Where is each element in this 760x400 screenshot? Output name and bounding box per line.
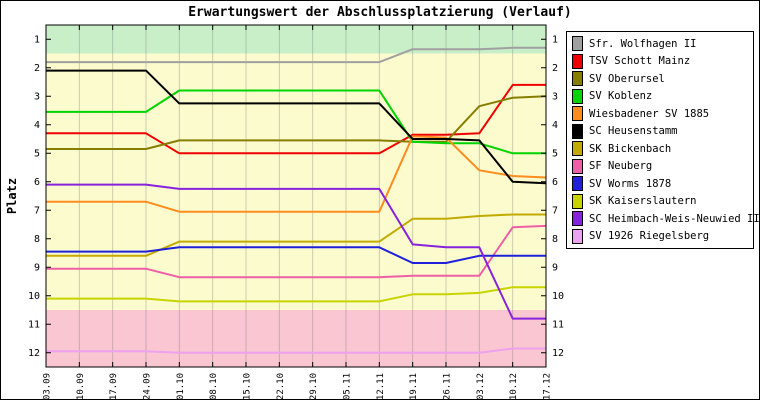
legend-item: SV Oberursel xyxy=(567,70,753,88)
x-tick-label: 03.12 xyxy=(476,373,486,400)
y-tick-label-right: 1 xyxy=(552,34,558,45)
x-tick-label: 17.09 xyxy=(109,373,119,400)
y-tick-label-left: 12 xyxy=(28,348,40,359)
legend-item: SC Heusenstamm xyxy=(567,123,753,141)
legend-color-swatch xyxy=(572,106,583,122)
x-tick-label: 05.11 xyxy=(343,373,353,400)
y-tick-label-right: 2 xyxy=(552,63,558,74)
legend-label: SV Worms 1878 xyxy=(589,177,672,190)
y-tick-label-left: 3 xyxy=(34,91,40,102)
y-tick-label-right: 5 xyxy=(552,148,558,159)
series-line xyxy=(46,286,546,303)
x-tick-label: 08.10 xyxy=(209,373,219,400)
chart-title: Erwartungswert der Abschlussplatzierung … xyxy=(188,5,572,20)
legend-item: SK Kaiserslautern xyxy=(567,193,753,211)
series-line xyxy=(46,224,547,279)
y-tick-label-left: 9 xyxy=(34,262,40,273)
y-tick-label-left: 1 xyxy=(34,34,40,45)
legend-color-swatch xyxy=(572,53,583,69)
x-tick-label: 22.10 xyxy=(276,373,286,400)
band-mid-zone xyxy=(46,53,546,310)
legend-item: SF Neuberg xyxy=(567,158,753,176)
legend-label: Wiesbadener SV 1885 xyxy=(589,107,710,120)
legend-item: SC Heimbach-Weis-Neuwied II xyxy=(567,210,759,228)
legend-color-swatch xyxy=(572,123,583,139)
x-tick-label: 24.09 xyxy=(143,373,153,400)
legend-label: Sfr. Wolfhagen II xyxy=(589,37,697,50)
y-tick-label-right: 9 xyxy=(552,262,558,273)
x-tick-label: 29.10 xyxy=(309,373,319,400)
legend: Sfr. Wolfhagen II TSV Schott Mainz SV Ober… xyxy=(566,31,759,249)
legend-label: SV Oberursel xyxy=(589,72,665,85)
y-axis-label: Platz xyxy=(5,177,19,215)
x-tick-label: 17.12 xyxy=(543,373,553,400)
y-tick-label-left: 7 xyxy=(34,205,40,216)
legend-item: SV Koblenz xyxy=(567,88,753,106)
y-tick-label-left: 10 xyxy=(28,291,40,302)
legend-color-swatch xyxy=(572,228,583,244)
legend-item: SV 1926 Riegelsberg xyxy=(567,228,753,246)
series-line xyxy=(46,89,546,155)
y-tick-label-left: 5 xyxy=(34,148,40,159)
series-line xyxy=(46,347,546,354)
x-tick-label: 15.10 xyxy=(243,373,253,400)
series-line xyxy=(46,246,546,264)
plot-border xyxy=(45,24,547,368)
y-tick-label-right: 10 xyxy=(552,291,564,302)
x-tick-label: 10.12 xyxy=(509,373,519,400)
series-line xyxy=(46,69,547,185)
legend-label: SV Koblenz xyxy=(589,90,653,103)
legend-item: Wiesbadener SV 1885 xyxy=(567,105,753,123)
legend-color-swatch xyxy=(572,88,583,104)
y-tick-label-right: 8 xyxy=(552,234,558,245)
legend-color-swatch xyxy=(572,193,583,209)
legend-label: SK Bickenbach xyxy=(589,142,672,155)
series-line xyxy=(46,46,546,64)
y-tick-label-right: 12 xyxy=(552,348,564,359)
x-tick-label: 26.11 xyxy=(443,373,453,400)
y-tick-label-right: 4 xyxy=(552,120,558,131)
y-tick-label-left: 6 xyxy=(34,177,40,188)
series-line xyxy=(46,183,546,320)
legend-color-swatch xyxy=(572,176,583,192)
y-tick-label-right: 6 xyxy=(552,177,558,188)
y-tick-label-right: 7 xyxy=(552,205,558,216)
y-tick-label-left: 11 xyxy=(28,319,40,330)
legend-item: SK Bickenbach xyxy=(567,140,753,158)
legend-color-swatch xyxy=(572,36,583,52)
legend-label: TSV Schott Mainz xyxy=(589,55,691,68)
legend-item: Sfr. Wolfhagen II xyxy=(567,35,753,53)
legend-color-swatch xyxy=(572,71,583,87)
legend-color-swatch xyxy=(572,158,583,174)
x-tick-label: 12.11 xyxy=(376,373,386,400)
series-line xyxy=(46,213,546,257)
legend-color-swatch xyxy=(572,141,583,157)
y-tick-label-left: 4 xyxy=(34,120,40,131)
band-bottom-zone xyxy=(46,310,546,367)
legend-label: SK Kaiserslautern xyxy=(589,195,697,208)
series-line xyxy=(46,83,546,155)
x-tick-label: 10.09 xyxy=(76,373,86,400)
x-tick-label: 19.11 xyxy=(409,373,419,400)
legend-label: SV 1926 Riegelsberg xyxy=(589,230,710,243)
series-line xyxy=(46,95,547,150)
x-tick-label: 01.10 xyxy=(176,373,186,400)
legend-item: TSV Schott Mainz xyxy=(567,53,753,71)
legend-label: SC Heimbach-Weis-Neuwied II xyxy=(589,212,760,225)
y-tick-label-right: 3 xyxy=(552,91,558,102)
x-tick-label: 03.09 xyxy=(43,373,53,400)
legend-label: SC Heusenstamm xyxy=(589,125,678,138)
legend-item: SV Worms 1878 xyxy=(567,175,753,193)
y-tick-label-left: 2 xyxy=(34,63,40,74)
y-tick-label-left: 8 xyxy=(34,234,40,245)
legend-label: SF Neuberg xyxy=(589,160,653,173)
series-line xyxy=(46,135,547,213)
y-tick-label-right: 11 xyxy=(552,319,564,330)
legend-color-swatch xyxy=(572,211,583,227)
